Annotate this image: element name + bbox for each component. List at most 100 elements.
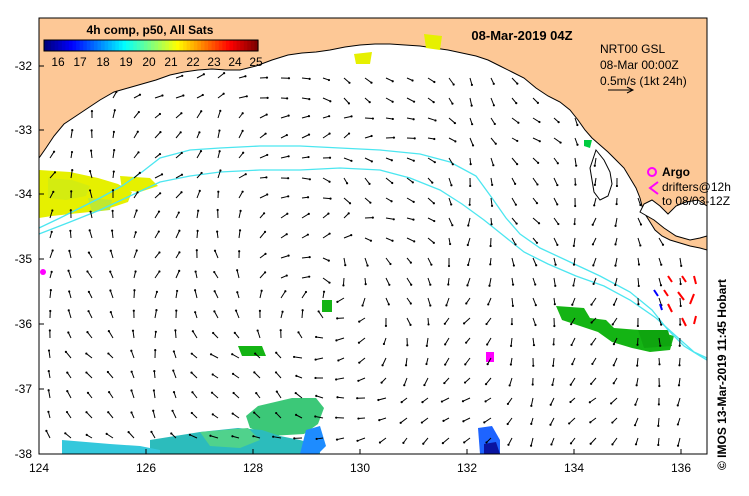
current-arrow-head [409,261,412,264]
current-arrow-head [412,100,416,103]
current-arrow-head [336,300,339,304]
current-arrow-head [344,263,347,267]
current-arrow-head [85,371,88,374]
current-arrow [70,170,73,179]
current-arrow [336,377,345,380]
current-arrow [280,291,286,299]
current-arrow [192,330,198,339]
colorbar-cell [126,40,131,51]
current-arrow-head [307,212,310,215]
colorbar-cell [65,40,70,51]
current-arrow [553,197,558,205]
current-arrow [427,197,435,204]
current-arrow [316,395,324,399]
current-arrow-head [553,303,556,306]
current-arrow-head [443,322,446,325]
current-arrow-head [181,74,184,77]
current-arrow [175,132,182,139]
colorbar-cell [190,40,195,51]
current-arrow-head [172,350,175,353]
current-arrow-head [137,110,140,114]
current-arrow-head [433,80,436,84]
current-arrow [463,437,471,443]
current-arrow-head [195,249,198,252]
current-arrow-head [591,223,594,226]
current-arrow-head [430,263,433,266]
current-arrow [194,290,198,299]
current-arrow [358,317,366,323]
current-arrow-head [292,355,296,359]
drifters-range: to 08/03-12Z [662,194,730,208]
current-arrow-head [590,321,593,324]
current-arrow-head [329,100,332,103]
current-arrow [485,377,492,385]
current-arrow-head [391,117,394,121]
current-arrow [322,177,330,183]
current-arrow-head [660,323,663,326]
current-arrow-head [429,304,432,307]
current-arrow [107,411,114,419]
current-arrow-head [572,263,576,266]
current-arrow-head [136,130,139,133]
current-arrow [509,377,513,386]
current-arrow-head [639,203,642,207]
current-arrow-head [67,269,70,272]
current-arrow [530,437,534,446]
current-arrow-head [191,330,194,333]
current-arrow-head [238,229,242,232]
current-arrow-head [287,195,290,198]
current-arrow [273,436,282,439]
current-arrow-head [66,371,69,374]
current-arrow-head [532,343,536,347]
current-arrow-head [264,132,267,135]
current-arrow-head [516,139,519,143]
current-arrow [48,390,51,399]
current-arrow-head [200,171,203,175]
current-arrow [295,392,303,399]
current-arrow [427,277,431,285]
current-arrow-head [449,242,452,246]
current-arrow-head [356,397,359,400]
model-time: 08-Mar 00:00Z [600,58,679,72]
current-arrow-head [511,304,515,308]
current-arrow [68,310,72,319]
current-arrow-head [47,389,50,392]
current-arrow-head [657,424,660,427]
current-arrow-head [213,310,216,313]
current-arrow-head [391,239,394,242]
current-arrow-head [413,240,416,243]
current-arrow [175,174,183,179]
current-arrow-head [158,251,161,254]
current-arrow-head [592,282,595,286]
current-arrow-head [136,191,139,194]
colorbar-cell [97,40,102,51]
current-arrow [403,377,408,386]
colorbar-tick: 20 [142,55,156,69]
current-arrow-head [180,151,183,155]
current-arrow-head [486,363,489,366]
current-arrow-head [554,263,557,266]
current-arrow-head [328,180,331,183]
current-arrow-head [194,270,197,273]
current-arrow [406,117,414,120]
current-arrow-head [537,161,540,164]
colorbar-cell [76,40,81,51]
current-arrow-head [571,363,574,366]
current-arrow [591,297,597,305]
model-legend: NRT00 GSL 08-Mar 00:00Z 0.5m/s (1kt 24h) [600,42,687,94]
current-arrow-head [65,410,69,414]
current-arrow-head [357,379,360,382]
current-arrow [154,173,163,179]
colorbar-cell [158,40,163,51]
current-arrow-head [636,343,639,346]
current-arrow [568,417,576,424]
current-arrow-head [485,441,488,444]
current-arrow-head [231,372,235,375]
current-arrow-head [382,342,386,346]
current-arrow-head [254,352,257,355]
current-arrow-head [412,159,415,162]
current-arrow [637,277,640,287]
current-arrow-head [266,193,269,196]
current-arrow [133,94,141,99]
current-arrow [553,237,558,246]
